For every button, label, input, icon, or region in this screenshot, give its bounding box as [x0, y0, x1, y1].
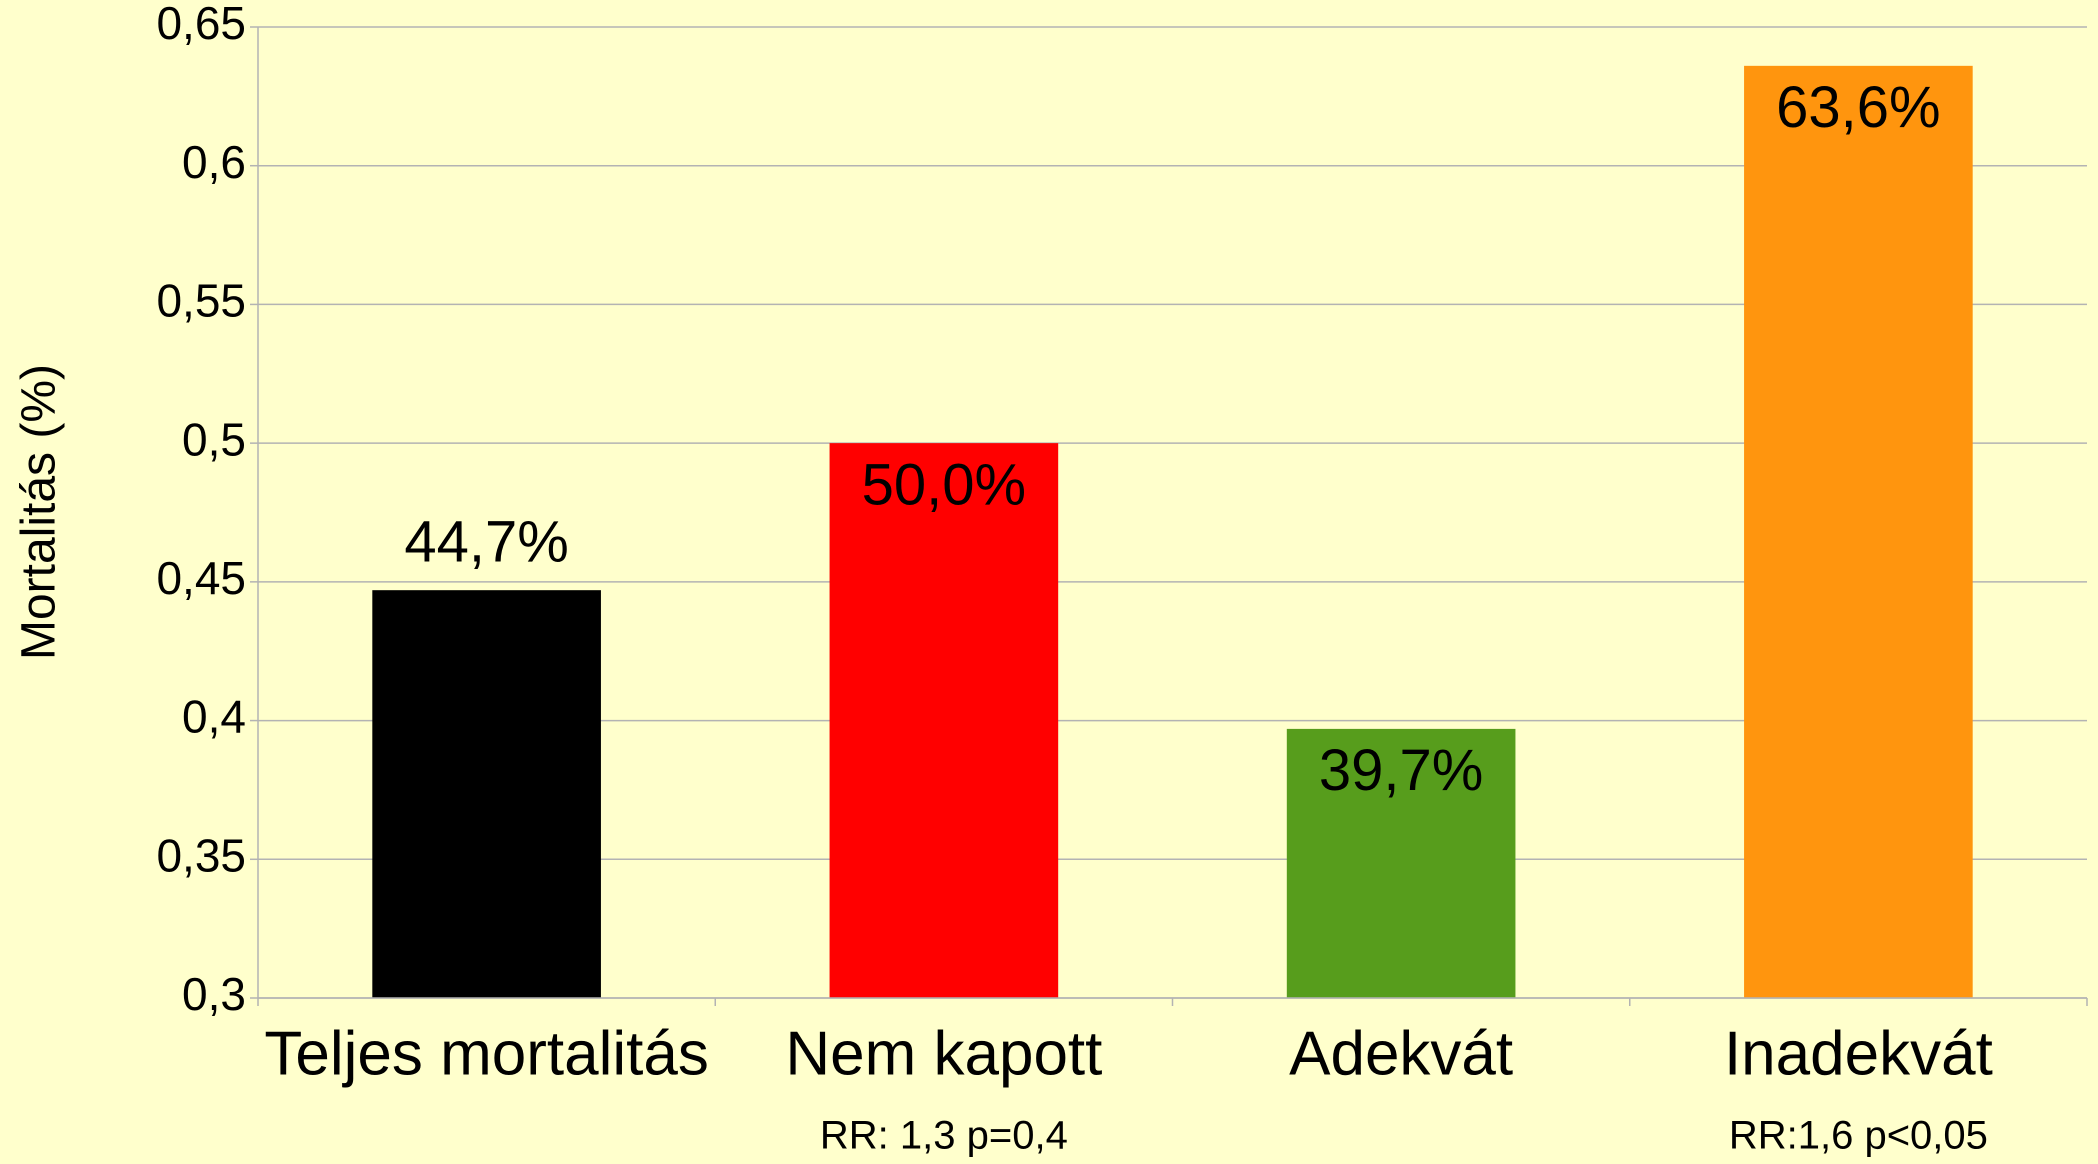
value-label: 39,7% — [1319, 738, 1483, 803]
value-label: 50,0% — [862, 452, 1026, 517]
annotation: RR: 1,3 p=0,4 — [820, 1114, 1068, 1158]
y-tick-label: 0,3 — [182, 968, 246, 1020]
x-tick-label: Teljes mortalitás — [264, 1019, 708, 1088]
bar — [372, 590, 601, 998]
bar — [829, 443, 1059, 999]
y-tick-label: 0,6 — [182, 136, 246, 188]
y-tick-label: 0,35 — [156, 829, 246, 881]
bar — [1744, 65, 1973, 999]
y-tick-label: 0,45 — [156, 552, 246, 604]
value-label: 63,6% — [1776, 75, 1940, 140]
annotation: RR:1,6 p<0,05 — [1729, 1114, 1988, 1158]
value-label: 44,7% — [404, 510, 568, 575]
x-tick-label: Inadekvát — [1724, 1019, 1993, 1088]
y-axis-label: Mortalitás (%) — [13, 364, 66, 660]
bar — [1286, 728, 1516, 998]
y-tick-label: 0,55 — [156, 275, 246, 327]
y-tick-label: 0,65 — [156, 0, 246, 49]
x-tick-label: Adekvát — [1289, 1019, 1513, 1088]
x-tick-label: Nem kapott — [785, 1019, 1102, 1088]
y-tick-label: 0,4 — [182, 691, 246, 743]
y-tick-label: 0,5 — [182, 413, 246, 465]
